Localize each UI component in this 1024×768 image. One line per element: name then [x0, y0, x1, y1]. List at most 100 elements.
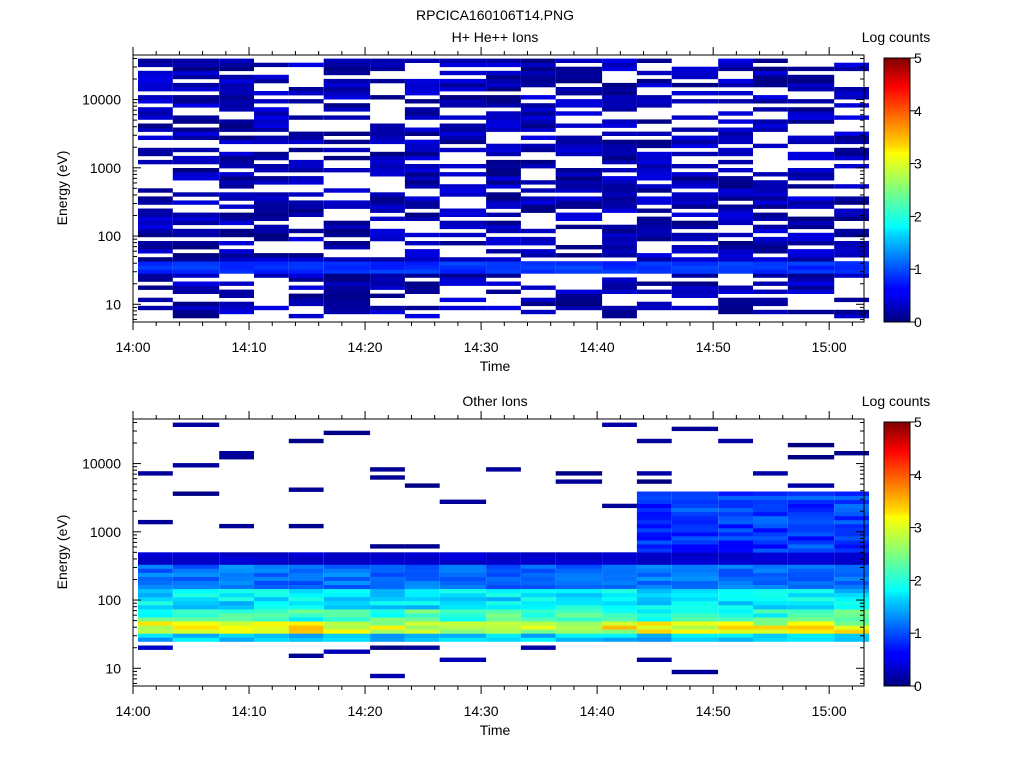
heatmap-cell — [718, 588, 753, 594]
heatmap-cell — [323, 241, 371, 246]
heatmap-cell — [172, 135, 220, 140]
heatmap-cell — [138, 519, 173, 525]
heatmap-cell — [439, 224, 487, 230]
heatmap-cell — [254, 135, 289, 140]
heatmap-cell — [753, 576, 788, 581]
heatmap-cell — [555, 265, 603, 270]
heatmap-cell — [370, 200, 405, 205]
heatmap-cell — [834, 62, 869, 68]
heatmap-cell — [520, 74, 556, 80]
heatmap-cell — [753, 605, 788, 610]
heatmap-cell — [288, 617, 324, 622]
heatmap-cell — [834, 309, 869, 315]
heatmap-cell — [138, 208, 173, 213]
heatmap-cell — [671, 200, 719, 205]
heatmap-cell — [834, 208, 869, 213]
heatmap-cell — [219, 123, 254, 128]
heatmap-cell — [753, 548, 788, 553]
heatmap-cell — [404, 645, 440, 650]
heatmap-cell — [555, 99, 603, 104]
heatmap-cell — [602, 281, 637, 286]
heatmap-cell — [555, 224, 603, 230]
heatmap-cell — [636, 265, 672, 270]
heatmap-cell — [555, 297, 603, 303]
heatmap-cell — [520, 208, 556, 213]
heatmap-cell — [404, 609, 440, 614]
heatmap-cell — [439, 99, 487, 104]
heatmap-cell — [323, 204, 371, 209]
heatmap-cell — [219, 58, 254, 63]
heatmap-cell — [636, 82, 672, 88]
heatmap-cell — [834, 491, 869, 496]
heatmap-cell — [486, 176, 521, 181]
heatmap-cell — [718, 629, 753, 634]
heatmap-cell — [834, 249, 869, 254]
heatmap-cell — [753, 74, 788, 80]
heatmap-cell — [486, 305, 521, 311]
heatmap-cell — [172, 576, 220, 581]
heatmap-cell — [555, 564, 603, 569]
heatmap-cell — [288, 253, 324, 258]
heatmap-cell — [219, 621, 254, 626]
heatmap-cell — [486, 78, 521, 84]
heatmap-cell — [753, 596, 788, 602]
heatmap-cell — [172, 617, 220, 622]
heatmap-cell — [323, 572, 371, 577]
heatmap-cell — [172, 621, 220, 626]
heatmap-cell — [787, 135, 835, 140]
heatmap-cell — [219, 151, 254, 157]
heatmap-cell — [555, 176, 603, 181]
heatmap-cell — [636, 269, 672, 274]
heatmap-cell — [370, 159, 405, 165]
heatmap-cell — [486, 600, 521, 606]
heatmap-cell — [718, 625, 753, 630]
colorbar-label: Log counts — [862, 29, 931, 45]
heatmap-cell — [555, 184, 603, 189]
heatmap-cell — [219, 572, 254, 577]
heatmap-cell — [486, 123, 521, 128]
heatmap-cell — [718, 637, 753, 642]
heatmap-cell — [254, 253, 289, 258]
heatmap-cell — [219, 568, 254, 573]
heatmap-cell — [254, 232, 289, 238]
heatmap-cell — [486, 609, 521, 614]
heatmap-cell — [718, 285, 753, 290]
heatmap-cell — [636, 503, 672, 509]
heatmap-cell — [636, 139, 672, 145]
heatmap-cell — [834, 164, 869, 169]
heatmap-cell — [172, 245, 220, 250]
heatmap-cell — [219, 159, 254, 165]
heatmap-cell — [172, 309, 220, 315]
heatmap-cell — [753, 532, 788, 537]
heatmap-cell — [636, 216, 672, 221]
heatmap-cell — [602, 600, 637, 606]
heatmap-cell — [753, 297, 788, 303]
heatmap-cell — [138, 560, 173, 565]
heatmap-cell — [636, 536, 672, 541]
heatmap-cell — [404, 87, 440, 92]
heatmap-cell — [718, 495, 753, 500]
x-tick-label: 14:20 — [348, 339, 383, 355]
heatmap-cell — [787, 107, 835, 112]
heatmap-cell — [138, 637, 173, 642]
heatmap-cell — [520, 228, 556, 234]
heatmap-cell — [753, 572, 788, 577]
heatmap-cell — [404, 131, 440, 136]
heatmap-cell — [602, 277, 637, 282]
heatmap-cell — [439, 580, 487, 585]
heatmap-cell — [219, 580, 254, 585]
heatmap-cell — [718, 552, 753, 557]
heatmap-cell — [370, 208, 405, 213]
heatmap-cell — [323, 66, 371, 72]
heatmap-cell — [404, 584, 440, 590]
heatmap-cell — [602, 200, 637, 205]
heatmap-cell — [172, 422, 220, 427]
heatmap-cell — [219, 605, 254, 610]
heatmap-cell — [834, 588, 869, 594]
heatmap-cell — [787, 273, 835, 278]
heatmap-cell — [636, 228, 672, 234]
heatmap-cell — [486, 249, 521, 254]
heatmap-cell — [370, 613, 405, 618]
heatmap-cell — [671, 293, 719, 298]
heatmap-cell — [439, 184, 487, 189]
